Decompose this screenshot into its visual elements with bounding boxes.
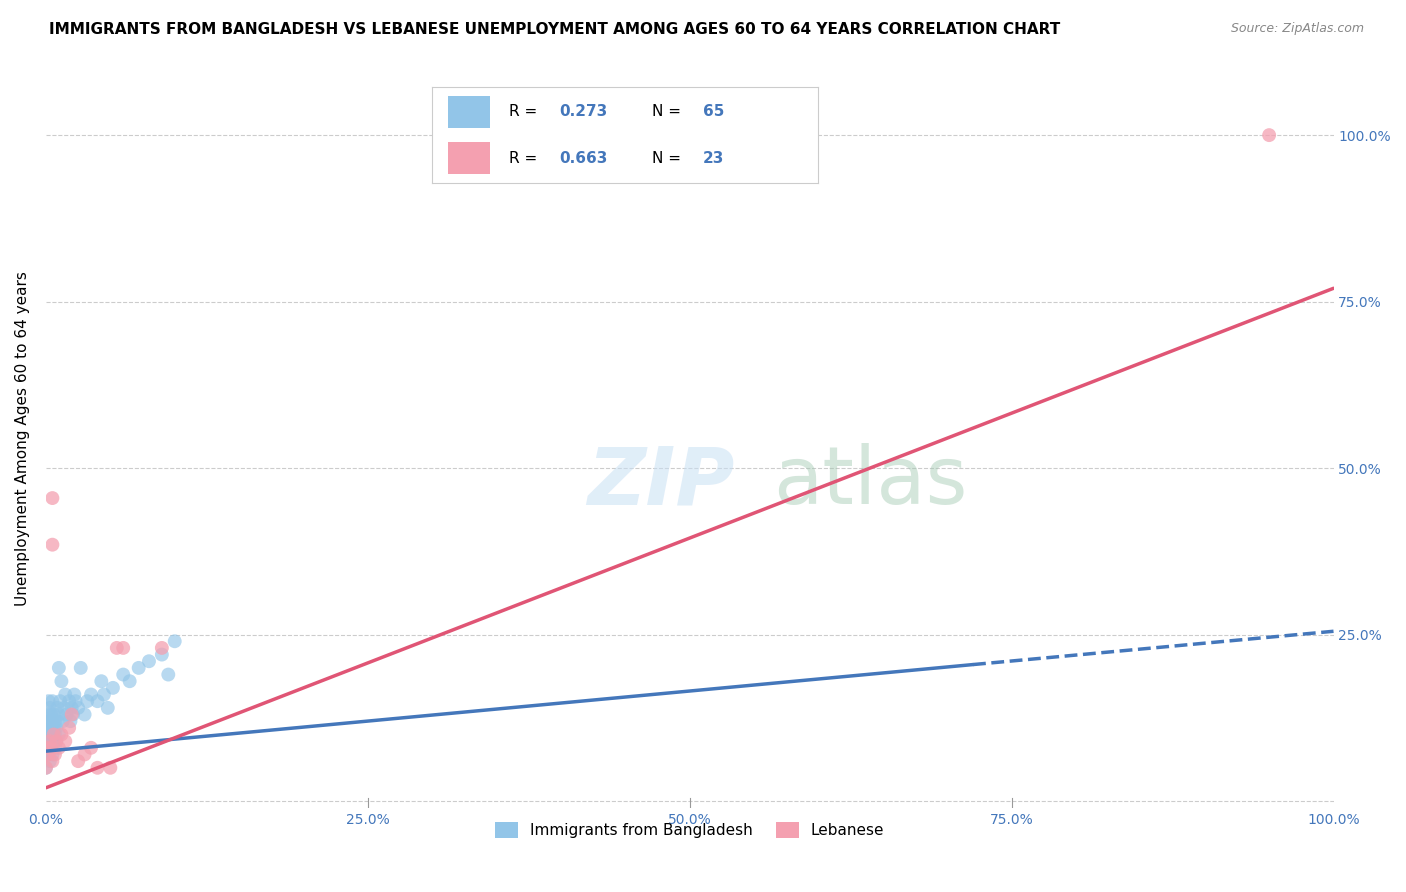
Point (163, 634, 186, 648)
Point (45, 721, 67, 735)
Point (46, 714, 69, 728)
Point (53, 688, 76, 702)
Point (86, 761, 108, 775)
Point (37, 727, 59, 741)
Point (39, 740, 62, 755)
Point (35, 761, 58, 775)
Point (150, 648, 173, 662)
Point (44, 727, 66, 741)
Point (101, 681, 124, 695)
Point (67, 754, 90, 768)
Point (53, 734, 76, 748)
Point (80, 740, 103, 755)
Point (1258, 128, 1281, 142)
Text: Source: ZipAtlas.com: Source: ZipAtlas.com (1230, 22, 1364, 36)
Point (69, 661, 91, 675)
Point (60, 701, 83, 715)
Point (73, 707, 96, 722)
Point (48, 740, 70, 755)
Point (58, 694, 80, 708)
Text: IMMIGRANTS FROM BANGLADESH VS LEBANESE UNEMPLOYMENT AMONG AGES 60 TO 64 YEARS CO: IMMIGRANTS FROM BANGLADESH VS LEBANESE U… (49, 22, 1060, 37)
Point (51, 674, 73, 689)
Point (112, 640, 135, 655)
Point (97, 701, 120, 715)
Point (44, 740, 66, 755)
Point (98, 761, 121, 775)
Point (118, 674, 141, 689)
Point (138, 654, 160, 668)
Point (39, 740, 62, 755)
Point (44, 714, 66, 728)
Point (93, 688, 115, 702)
Point (37, 740, 59, 755)
Point (38, 740, 60, 755)
Legend: Immigrants from Bangladesh, Lebanese: Immigrants from Bangladesh, Lebanese (489, 816, 890, 845)
Point (128, 661, 150, 675)
Point (38, 734, 60, 748)
Point (38, 734, 60, 748)
Point (38, 727, 60, 741)
Point (41, 694, 63, 708)
Point (73, 747, 96, 762)
Point (53, 701, 76, 715)
Y-axis label: Unemployment Among Ages 60 to 64 years: Unemployment Among Ages 60 to 64 years (15, 270, 30, 606)
Point (38, 694, 60, 708)
Point (157, 667, 180, 681)
Point (37, 740, 59, 755)
Point (49, 694, 72, 708)
Point (41, 727, 63, 741)
Point (48, 727, 70, 741)
Point (48, 661, 70, 675)
Point (59, 714, 82, 728)
Point (112, 667, 135, 681)
Text: atlas: atlas (773, 443, 967, 522)
Point (38, 701, 60, 715)
Point (41, 754, 63, 768)
Point (51, 727, 73, 741)
Point (45, 734, 67, 748)
Point (42, 734, 65, 748)
Point (39, 734, 62, 748)
Point (62, 707, 84, 722)
Point (65, 694, 87, 708)
Point (38, 707, 60, 722)
Point (41, 491, 63, 505)
Text: ZIP: ZIP (586, 443, 734, 522)
Point (38, 721, 60, 735)
Point (67, 701, 90, 715)
Point (48, 707, 70, 722)
Point (52, 714, 75, 728)
Point (35, 761, 58, 775)
Point (55, 707, 77, 722)
Point (80, 688, 103, 702)
Point (150, 640, 173, 655)
Point (38, 754, 60, 768)
Point (41, 714, 63, 728)
Point (37, 714, 59, 728)
Point (39, 707, 62, 722)
Point (38, 747, 60, 762)
Point (37, 734, 59, 748)
Point (63, 688, 86, 702)
Point (58, 721, 80, 735)
Point (39, 721, 62, 735)
Point (41, 538, 63, 552)
Point (105, 640, 128, 655)
Point (45, 734, 67, 748)
Point (90, 674, 112, 689)
Point (38, 714, 60, 728)
Point (76, 694, 98, 708)
Point (86, 694, 108, 708)
Point (42, 707, 65, 722)
Point (38, 747, 60, 762)
Point (41, 747, 63, 762)
Point (42, 727, 65, 741)
Point (44, 747, 66, 762)
Point (46, 701, 69, 715)
Point (42, 721, 65, 735)
Point (60, 707, 83, 722)
